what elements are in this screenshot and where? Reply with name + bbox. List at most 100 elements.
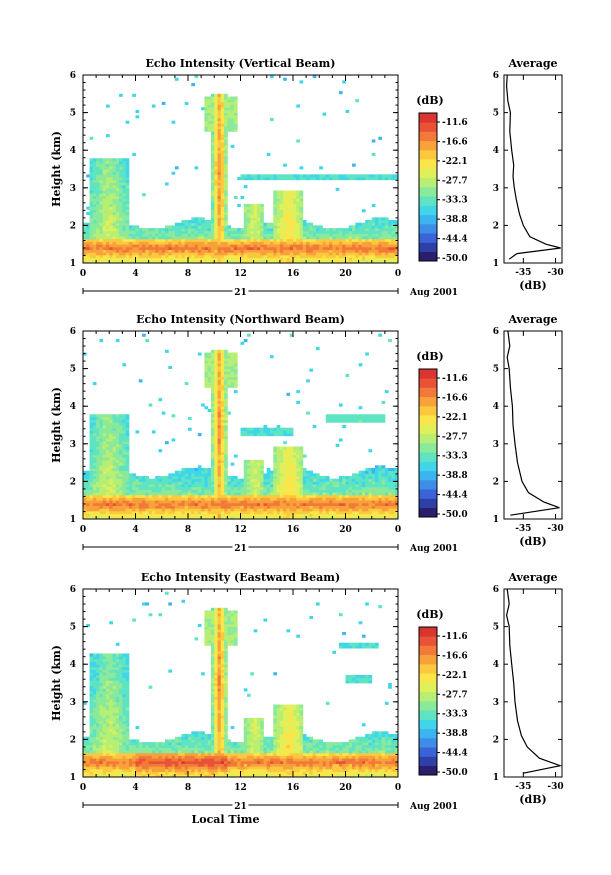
heatmap-cell [105, 465, 110, 469]
heatmap-cell [355, 502, 360, 506]
heatmap-cell [145, 254, 150, 259]
heatmap-cell [109, 190, 113, 194]
heatmap-cell [148, 516, 153, 520]
heatmap-cell [348, 513, 353, 517]
heatmap-cell [227, 228, 232, 232]
heatmap-cell [342, 244, 346, 248]
heatmap-cell [388, 244, 392, 248]
heatmap-cell [247, 473, 251, 477]
heatmap-cell [260, 470, 264, 474]
heatmap-cell [158, 257, 163, 261]
heatmap-cell [325, 414, 330, 418]
heatmap-cell [279, 486, 284, 490]
heatmap-cell [89, 198, 94, 202]
heatmap-cell [122, 217, 127, 221]
heatmap-cell [220, 451, 225, 455]
heatmap-cell [296, 446, 300, 450]
heatmap-cell [214, 508, 218, 512]
heatmap-cell [247, 427, 251, 431]
heatmap-cell [112, 230, 117, 234]
heatmap-cell [99, 425, 104, 429]
heatmap-cell [217, 486, 222, 490]
heatmap-cell [191, 500, 195, 504]
heatmap-cell [289, 492, 294, 496]
heatmap-cell [151, 505, 156, 509]
heatmap-cell [227, 508, 232, 512]
heatmap-cell [220, 419, 225, 423]
heatmap-cell [335, 187, 340, 191]
heatmap-cell [119, 465, 123, 469]
heatmap-cell [155, 502, 159, 506]
heatmap-cell [165, 233, 169, 237]
heatmap-cell [109, 230, 113, 234]
heatmap-cell [296, 467, 300, 472]
heatmap-cell [115, 508, 120, 512]
heatmap-cell [391, 222, 396, 226]
heatmap-cell [109, 492, 113, 496]
average-x-tick-label: -35 [515, 268, 531, 278]
heatmap-cell [105, 513, 110, 517]
heatmap-cell [325, 230, 330, 234]
heatmap-cell [188, 254, 192, 259]
heatmap-cell [375, 510, 379, 515]
heatmap-cell [217, 400, 222, 404]
heatmap-cell [105, 209, 110, 213]
heatmap-cell [201, 230, 205, 234]
heatmap-cell [256, 174, 261, 178]
heatmap-cell [253, 489, 258, 493]
heatmap-cell [151, 104, 156, 108]
heatmap-cell [256, 486, 261, 490]
heatmap-cell [250, 470, 255, 474]
heatmap-cell [83, 492, 87, 496]
heatmap-cell [210, 136, 215, 140]
heatmap-cell [289, 214, 294, 218]
heatmap-cell [99, 513, 104, 517]
heatmap-cell [247, 225, 251, 229]
heatmap-cell [378, 260, 382, 264]
heatmap-cell [112, 500, 117, 504]
heatmap-cell [227, 411, 232, 415]
heatmap-cell [142, 241, 146, 245]
heatmap-cell [361, 492, 366, 496]
heatmap-cell [276, 225, 281, 229]
heatmap-cell [279, 513, 284, 517]
heatmap-cell [158, 249, 163, 253]
heatmap-cell [283, 254, 287, 259]
heatmap-cell [283, 513, 287, 517]
heatmap-cell [345, 241, 350, 245]
heatmap-cell [181, 254, 186, 259]
heatmap-cell [384, 505, 389, 509]
heatmap-cell [109, 193, 113, 197]
heatmap-cell [224, 363, 228, 367]
heatmap-cell [378, 228, 382, 232]
heatmap-cell [109, 260, 113, 264]
heatmap-cell [112, 441, 117, 445]
heatmap-cell [188, 220, 192, 224]
heatmap-cell [289, 467, 294, 472]
heatmap-cell [102, 449, 107, 453]
heatmap-cell [256, 478, 261, 482]
heatmap-cell [214, 158, 218, 162]
heatmap-cell [96, 209, 100, 213]
heatmap-cell [125, 414, 130, 418]
heatmap-cell [250, 238, 255, 242]
heatmap-cell [105, 174, 110, 178]
heatmap-cell [296, 252, 300, 256]
heatmap-cell [286, 214, 291, 218]
heatmap-cell [312, 510, 317, 515]
heatmap-cell [99, 236, 104, 240]
heatmap-cell [260, 257, 264, 261]
heatmap-cell [145, 500, 150, 504]
heatmap-cell [286, 246, 291, 250]
heatmap-cell [217, 408, 222, 412]
heatmap-cell [299, 505, 304, 509]
heatmap-cell [214, 257, 218, 261]
heatmap-cell [161, 257, 166, 261]
heatmap-cell [260, 484, 264, 488]
heatmap-cell [253, 500, 258, 504]
heatmap-cell [233, 107, 238, 111]
heatmap-cell [345, 492, 350, 496]
heatmap-cell [230, 96, 235, 100]
heatmap-cell [214, 513, 218, 517]
heatmap-cell [233, 478, 238, 482]
